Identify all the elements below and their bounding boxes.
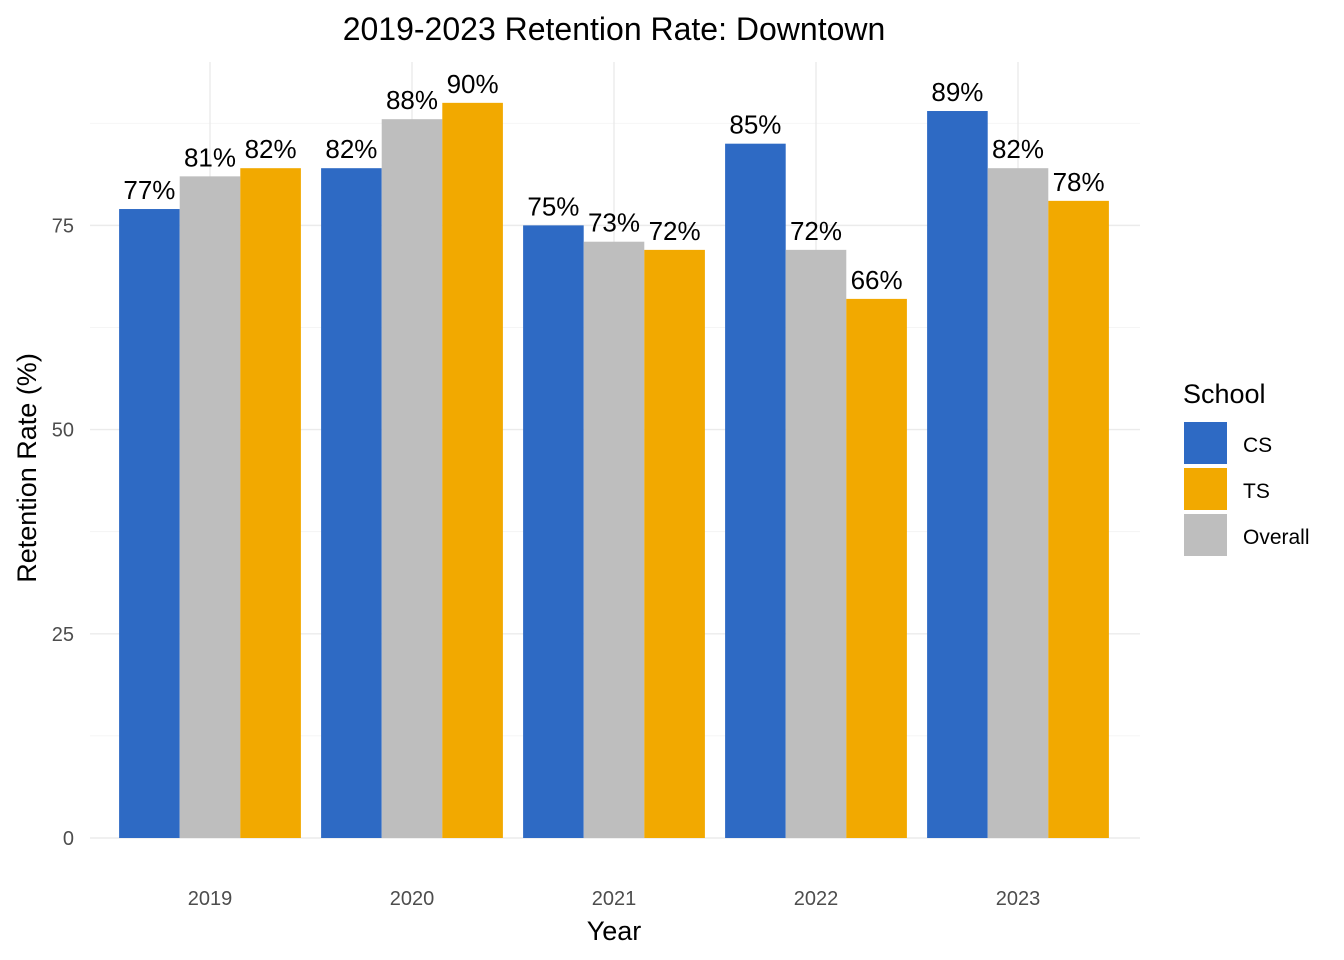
data-label: 78% (1053, 167, 1105, 197)
data-label: 88% (386, 85, 438, 115)
data-label: 77% (123, 175, 175, 205)
y-tick-label: 0 (63, 828, 74, 850)
data-label: 85% (729, 110, 781, 140)
bar-overall-2021 (583, 241, 645, 838)
y-tick-label: 50 (52, 420, 74, 442)
legend-key-cs (1184, 422, 1227, 464)
x-axis-title: Year (587, 916, 642, 946)
data-label: 73% (588, 208, 640, 238)
legend: School CS TS Overall (1183, 379, 1310, 556)
data-label: 81% (184, 142, 236, 172)
bar-cs-2020 (321, 168, 382, 839)
legend-label: CS (1243, 434, 1272, 457)
bar-overall-2019 (179, 176, 241, 838)
x-tick-label: 2022 (794, 888, 839, 910)
data-label: 82% (325, 134, 377, 164)
y-axis-title: Retention Rate (%) (12, 353, 42, 583)
x-tick-label: 2023 (996, 888, 1041, 910)
data-label: 82% (245, 134, 297, 164)
legend-label: Overall (1243, 526, 1310, 549)
bars (119, 102, 1109, 839)
axes: 0 25 50 75 2019 2020 2021 2022 2023 (52, 215, 1041, 910)
data-label: 89% (931, 77, 983, 107)
legend-key-overall (1184, 514, 1227, 556)
data-label: 90% (447, 69, 499, 99)
x-tick-label: 2020 (390, 888, 435, 910)
data-label: 72% (649, 216, 701, 246)
bar-cs-2021 (523, 225, 584, 839)
x-tick-label: 2021 (592, 888, 637, 910)
bar-ts-2019 (240, 168, 301, 839)
bar-cs-2022 (725, 143, 786, 838)
data-label: 72% (790, 216, 842, 246)
legend-key-ts (1184, 468, 1227, 510)
legend-label: TS (1243, 480, 1270, 503)
chart-title: 2019-2023 Retention Rate: Downtown (343, 11, 886, 47)
bar-overall-2023 (987, 168, 1049, 839)
legend-title: School (1183, 379, 1266, 409)
y-tick-label: 25 (52, 624, 74, 646)
data-labels: 77% 82% 75% 85% 89% 81% 88% 73% 72% 82% 82% 90% 72% 6… (123, 69, 1104, 295)
bar-overall-2020 (381, 119, 443, 838)
bar-cs-2019 (119, 209, 180, 838)
x-tick-label: 2019 (188, 888, 233, 910)
y-tick-label: 75 (52, 215, 74, 237)
data-label: 75% (527, 191, 579, 221)
bar-ts-2023 (1048, 200, 1109, 838)
bar-ts-2022 (846, 298, 907, 838)
data-label: 82% (992, 134, 1044, 164)
bar-ts-2020 (442, 102, 503, 838)
bar-cs-2023 (927, 111, 988, 839)
bar-overall-2022 (785, 249, 847, 839)
bar-ts-2021 (644, 249, 705, 839)
data-label: 66% (851, 265, 903, 295)
